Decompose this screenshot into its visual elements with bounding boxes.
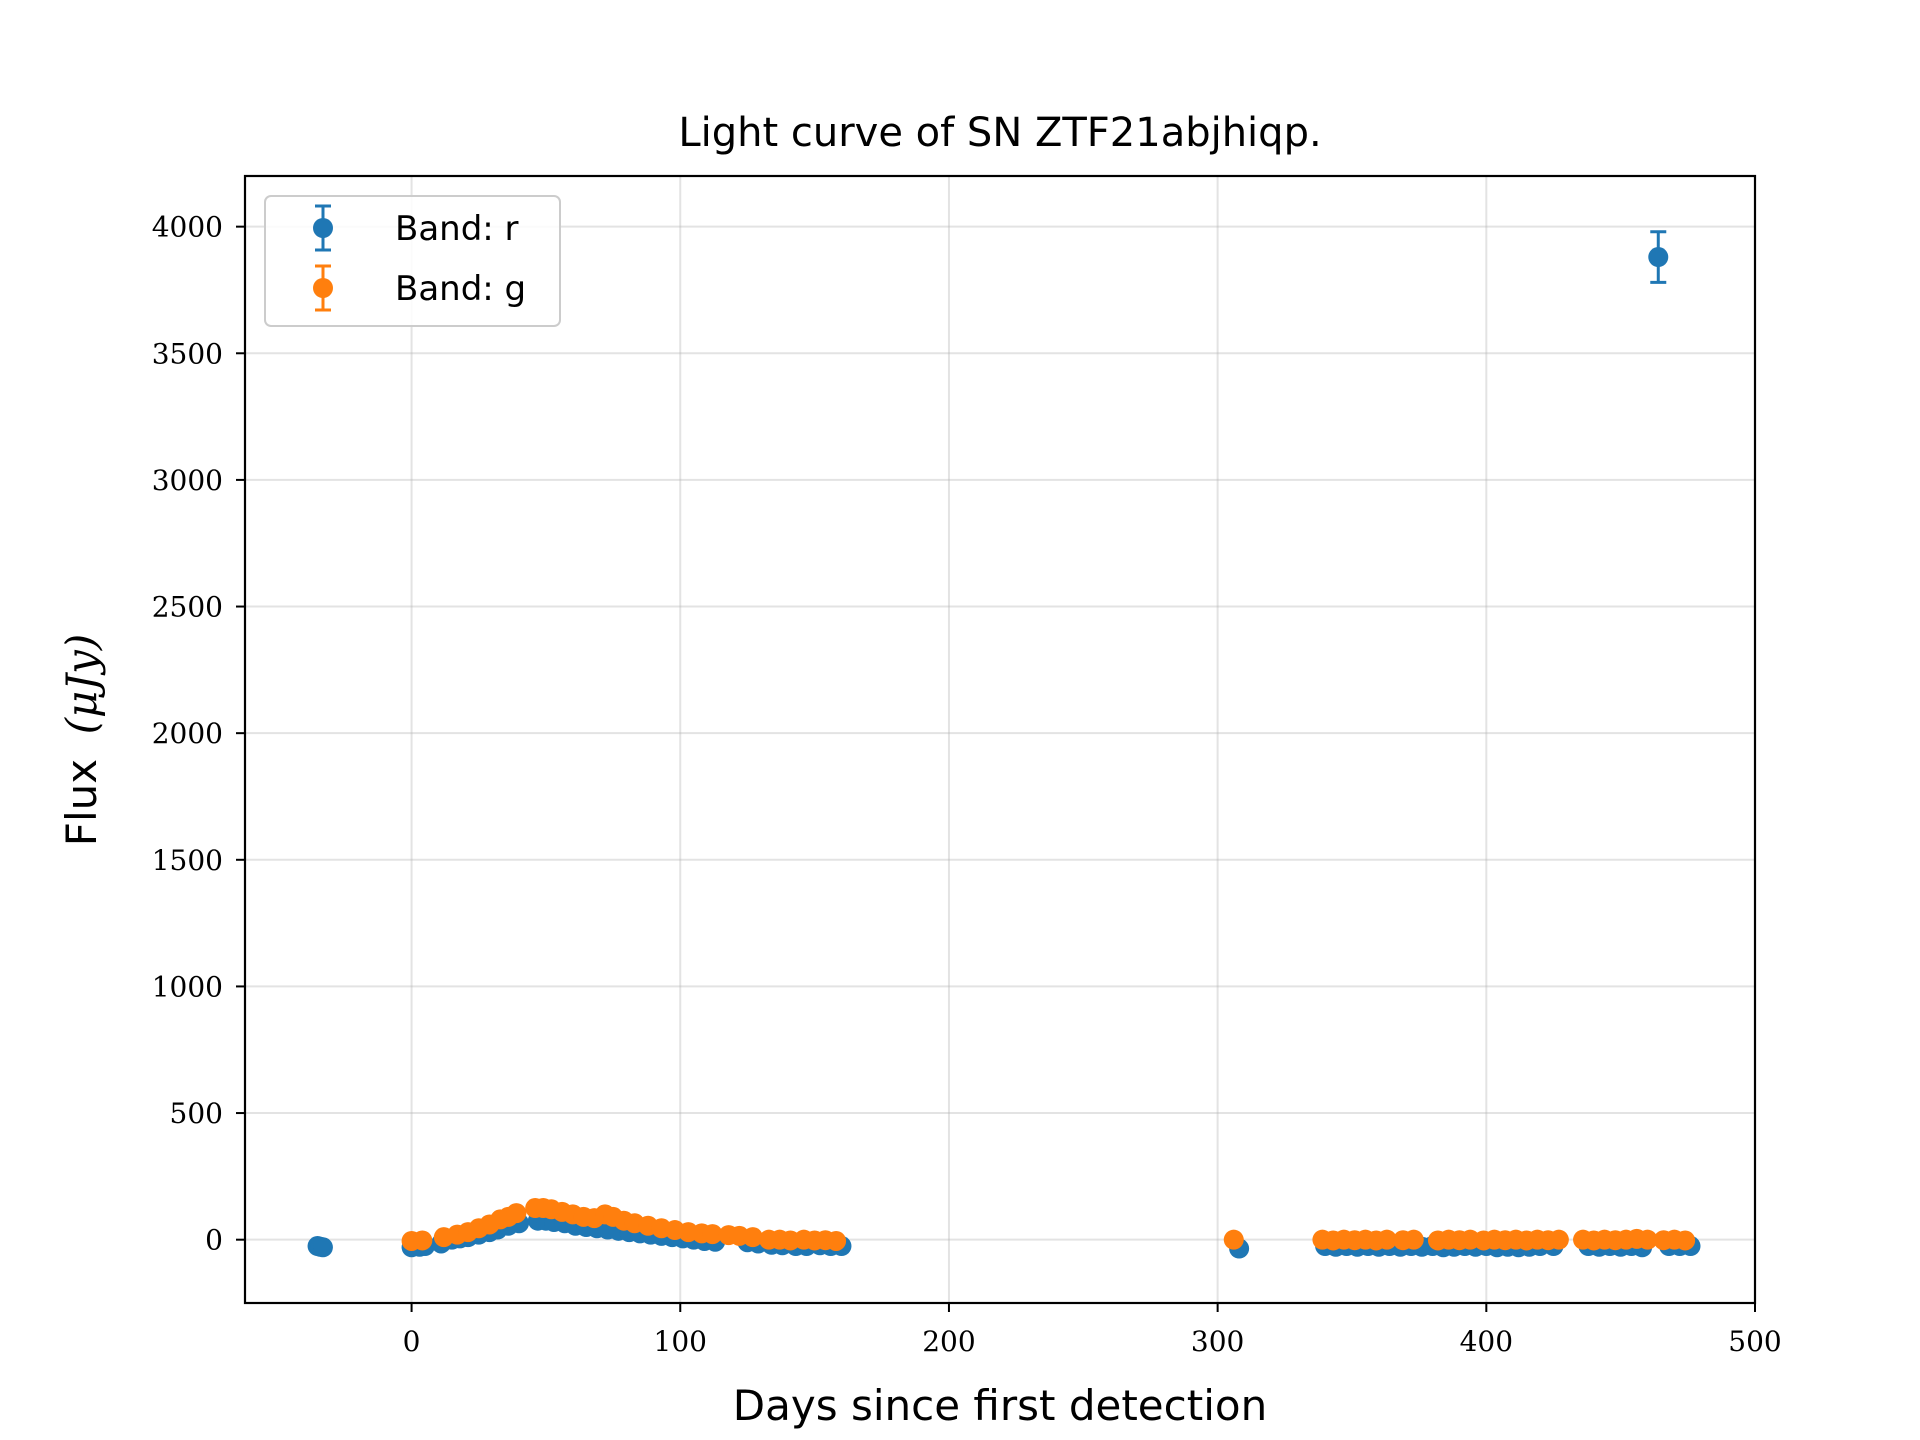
y-tick-label: 500	[170, 1097, 223, 1130]
axis-ticks: 0 100 200 300 400 500 0 500 1000 1500 2000 2500 3000…	[152, 211, 1782, 1358]
data-point	[1548, 1229, 1569, 1250]
x-tick-label: 400	[1460, 1325, 1513, 1358]
y-tick-label: 3000	[152, 464, 223, 497]
y-tick-label: 0	[205, 1224, 223, 1257]
series-g	[401, 1198, 1696, 1251]
x-tick-label: 200	[922, 1325, 975, 1358]
data-point	[506, 1203, 527, 1224]
x-axis-label: Days since first detection	[733, 1381, 1267, 1430]
y-tick-label: 2500	[152, 591, 223, 624]
y-tick-label: 1000	[152, 970, 223, 1003]
y-tick-label: 3500	[152, 337, 223, 370]
x-tick-label: 500	[1728, 1325, 1781, 1358]
y-axis-label-text: Flux	[57, 759, 106, 846]
data-point	[1403, 1229, 1424, 1250]
data-point	[826, 1230, 847, 1251]
legend-label: Band: r	[395, 209, 519, 249]
legend-entries: Band: r Band: g	[313, 204, 526, 312]
data-point	[1648, 247, 1669, 268]
data-point	[1223, 1229, 1244, 1250]
data-point	[1376, 1229, 1397, 1250]
legend-marker	[313, 218, 333, 238]
data-point	[742, 1227, 763, 1248]
y-axis-label-unit: (μJy)	[57, 634, 106, 735]
legend: Band: r Band: g	[264, 195, 561, 327]
data-point	[1637, 1229, 1658, 1250]
data-points	[307, 230, 1701, 1259]
axes-frame	[243, 174, 1757, 1305]
y-tick-label: 2000	[152, 717, 223, 750]
y-axis-label-group: Flux (μJy)	[57, 634, 106, 846]
y-tick-label: 1500	[152, 844, 223, 877]
y-axis-label: Flux (μJy)	[57, 634, 106, 846]
data-point	[1675, 1230, 1696, 1251]
legend-box	[264, 195, 561, 327]
x-tick-label: 0	[403, 1325, 421, 1358]
x-tick-label: 300	[1191, 1325, 1244, 1358]
grid	[245, 176, 1756, 1303]
chart-title: Light curve of SN ZTF21abjhiqp.	[678, 110, 1321, 156]
data-point	[312, 1237, 333, 1258]
x-tick-label: 100	[654, 1325, 707, 1358]
y-tick-label: 4000	[152, 211, 223, 244]
data-point	[702, 1224, 723, 1245]
data-point	[412, 1230, 433, 1251]
legend-label: Band: g	[395, 269, 526, 309]
legend-marker	[313, 278, 333, 298]
